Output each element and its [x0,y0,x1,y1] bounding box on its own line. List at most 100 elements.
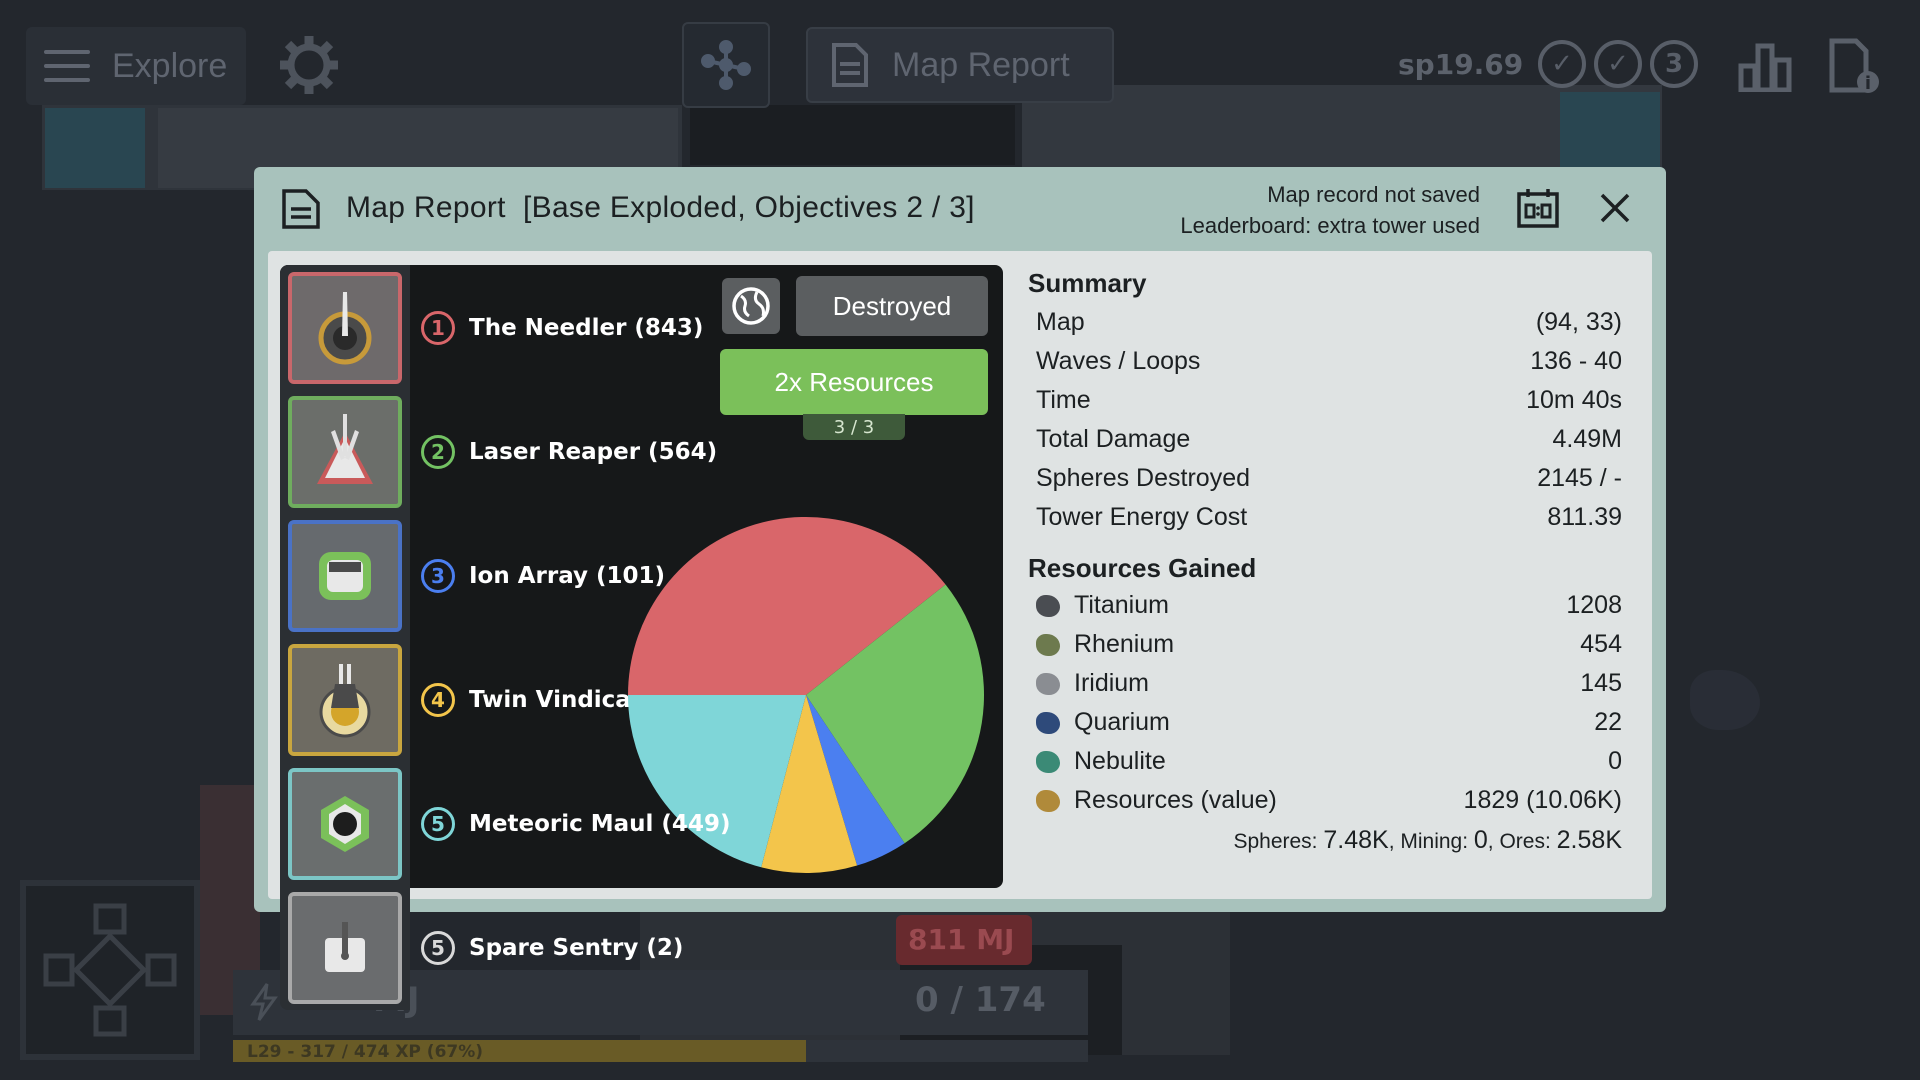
globe-button[interactable] [722,278,780,334]
check-circle-icon: ✓ [1594,40,1642,88]
record-status: Map record not saved Leaderboard: extra … [1180,179,1480,241]
meteoric-maul-tower-icon [321,796,369,852]
double-resources-button[interactable]: 2x Resources [720,349,988,415]
menu-icon [44,50,90,82]
spare-sentry-tower-icon [325,922,365,972]
map-report-button[interactable]: Map Report [806,27,1114,103]
bg-structure [1022,85,1662,170]
minimap[interactable] [20,880,200,1060]
bg-structure [45,108,145,188]
quarium-ore-icon [1036,711,1060,734]
resource-label: Nebulite [1074,747,1166,775]
stat-label: Total Damage [1036,425,1191,453]
document-icon [832,43,868,87]
resource-value: 22 [1594,708,1622,736]
pie-slice-the-needler [628,517,946,695]
dialog-title: Map Report [Base Exploded, Objectives 2 … [346,191,975,224]
rank-badge: 4 [421,683,455,717]
tower-tile-meteoric-maul[interactable] [288,768,402,880]
base-map-icon [43,903,177,1037]
resource-row: Nebulite 0 [1028,742,1622,781]
stats-bars-icon[interactable] [1738,42,1792,92]
tower-name: Spare Sentry (2) [469,935,684,961]
stat-value: 10m 40s [1526,386,1622,414]
tower-row: 1 The Needler (843) [421,311,703,345]
document-icon [282,189,320,229]
tower-tile-spare-sentry[interactable] [288,892,402,1004]
tower-count: 0 / 174 [915,980,1046,1020]
stat-value: 2145 / - [1537,464,1622,492]
pie-slice-ion-array [806,695,905,866]
top-bar: Explore Map Report [0,0,1920,130]
objective-number-badge: 3 [1650,40,1698,88]
rank-badge: 2 [421,435,455,469]
resource-row: Titanium 1208 [1028,586,1622,625]
resources-title: Resources Gained [1028,553,1257,583]
tower-name: Ion Array (101) [469,563,666,589]
footer-label: , Mining: [1388,830,1474,853]
stat-label: Tower Energy Cost [1036,503,1248,531]
settings-button[interactable] [276,30,346,100]
summary-panel: Summary Map (94, 33) Waves / Loops 136 -… [1028,268,1622,855]
summary-row: Map (94, 33) [1028,303,1622,342]
mining-value: 0 [1473,826,1488,854]
resource-value: 1208 [1566,591,1622,619]
resources-uses-badge: 3 / 3 [803,414,905,440]
resource-label: Titanium [1074,591,1169,619]
ores-value: 2.58K [1556,826,1622,854]
needler-tower-icon [318,292,372,365]
network-button[interactable] [682,22,770,108]
summary-row: Time 10m 40s [1028,381,1622,420]
tower-tile-laser-reaper[interactable] [288,396,402,508]
dialog-header: Map Report [Base Exploded, Objectives 2 … [254,167,1666,249]
stat-label: Spheres Destroyed [1036,464,1251,492]
tower-name: Laser Reaper (564) [469,439,718,465]
asteroid [1690,670,1760,730]
xp-fill [233,1040,806,1062]
tower-tile-needler[interactable] [288,272,402,384]
resource-label: Iridium [1074,669,1150,697]
resources-value-icon [1036,789,1060,812]
pie-slice-meteoric-maul [628,695,806,868]
resource-row: Iridium 145 [1028,664,1622,703]
document-info-icon[interactable]: i [1828,38,1880,96]
pie-chart-svg [628,517,984,873]
explore-button[interactable]: Explore [26,27,246,105]
resource-row: Quarium 22 [1028,703,1622,742]
summary-row: Total Damage 4.49M [1028,420,1622,459]
tower-row: 2 Laser Reaper (564) [421,435,717,469]
tower-name: Meteoric Maul (449) [469,811,731,837]
resource-value: 0 [1608,747,1622,775]
xp-label: L29 - 317 / 474 XP (67%) [247,1042,484,1062]
rank-badge: 1 [421,311,455,345]
svg-text:i: i [1865,73,1871,94]
bg-structure [690,105,1015,165]
map-report-label: Map Report [892,45,1070,84]
laser-reaper-tower-icon [317,414,373,484]
pie-slice-laser-reaper [806,584,984,844]
damage-pie-chart [626,515,986,879]
close-icon[interactable] [1598,191,1632,225]
destroyed-button[interactable]: Destroyed [796,276,988,336]
lightning-icon [250,983,278,1021]
tower-row: 5 Spare Sentry (2) [421,931,683,965]
calendar-icon[interactable] [1516,187,1560,229]
iridium-ore-icon [1036,672,1060,695]
summary-row: Spheres Destroyed 2145 / - [1028,459,1622,498]
resource-value: 145 [1580,669,1622,697]
status-line: Map record not saved [1267,182,1480,207]
stat-value: 811.39 [1547,503,1622,531]
rank-badge: 3 [421,559,455,593]
globe-icon [732,287,770,325]
tower-tile-ion-array[interactable] [288,520,402,632]
spheres-value: 7.48K [1323,826,1389,854]
rank-badge: 5 [421,931,455,965]
tower-icon-strip [280,265,410,1010]
stat-value: 136 - 40 [1530,347,1622,375]
twin-vindicator-tower-icon [319,664,371,738]
stat-label: Map [1036,308,1085,336]
pie-slice-twin-vindicator [761,695,858,873]
rank-badge: 5 [421,807,455,841]
tower-tile-twin-vindicator[interactable] [288,644,402,756]
tower-row: 5 Meteoric Maul (449) [421,807,730,841]
